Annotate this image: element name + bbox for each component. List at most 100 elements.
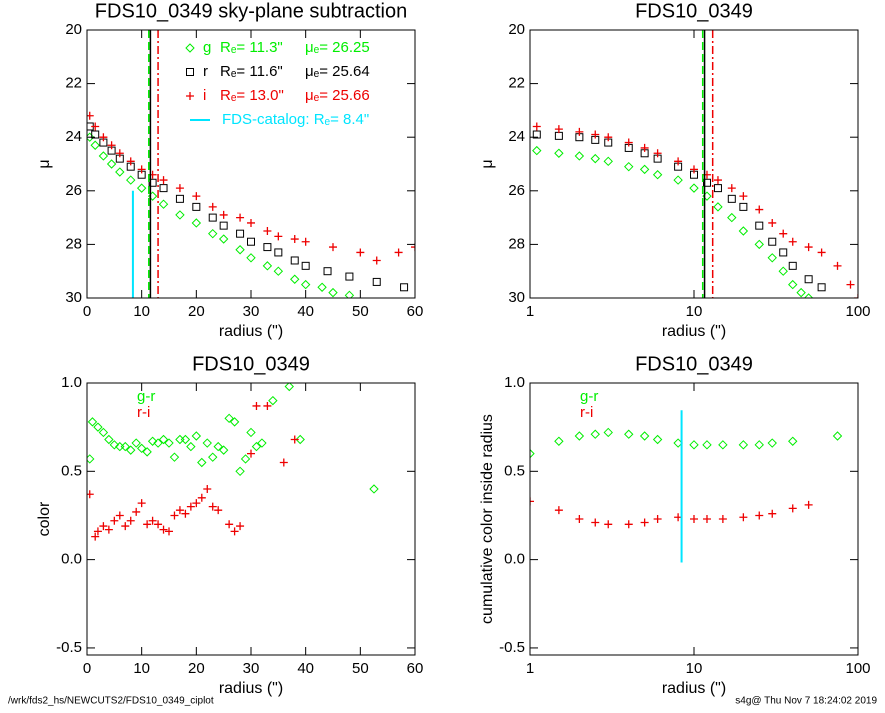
marker-plus [779, 229, 788, 238]
marker-diamond [317, 282, 327, 292]
legend-catalog: FDS-catalog: Rₑ= 8.4" [222, 111, 369, 128]
marker-plus [137, 499, 146, 508]
marker-diamond [106, 159, 117, 169]
plot-area [87, 383, 379, 541]
marker-diamond [246, 253, 256, 263]
marker-plus [755, 205, 764, 214]
legend-re: Rₑ= 11.6" [220, 63, 283, 80]
marker-square [159, 184, 168, 193]
marker-plus [788, 504, 797, 513]
x-tick-label: 60 [407, 303, 424, 320]
y-tick-label: 28 [65, 235, 82, 252]
marker-diamond [257, 438, 267, 448]
marker-plus [394, 248, 403, 257]
marker-diamond [147, 436, 158, 446]
marker-plus [126, 516, 135, 525]
marker-plus [279, 458, 288, 467]
legend-mu: μₑ= 26.25 [305, 39, 370, 56]
marker-diamond [246, 427, 256, 438]
marker-square [290, 256, 299, 265]
marker-diamond [624, 161, 634, 172]
marker-square [779, 248, 788, 257]
marker-diamond [191, 218, 202, 228]
marker-diamond [251, 441, 262, 452]
marker-diamond [169, 452, 180, 462]
marker-plus [219, 210, 228, 219]
marker-diamond [290, 274, 300, 284]
marker-diamond [344, 290, 355, 298]
marker-diamond [639, 164, 650, 175]
marker-diamond [284, 383, 294, 392]
marker-plus [817, 248, 826, 257]
marker-plus [252, 401, 261, 410]
marker-plus [411, 243, 415, 252]
marker-plus [214, 506, 223, 515]
x-tick-label: 60 [407, 660, 424, 677]
marker-square [345, 272, 354, 281]
marker-diamond [191, 431, 202, 441]
marker-diamond [131, 438, 141, 448]
legend-label: i [203, 87, 206, 104]
marker-plus [225, 520, 234, 529]
marker-diamond [300, 279, 311, 290]
marker-plus [186, 502, 195, 511]
y-tick-label: 22 [65, 75, 82, 92]
marker-square [727, 194, 736, 203]
marker-diamond [530, 448, 535, 459]
marker-diamond [93, 422, 103, 432]
marker-plus [804, 243, 813, 252]
marker-plus [104, 525, 113, 534]
marker-plus [165, 527, 173, 536]
marker-plus [186, 92, 194, 100]
x-tick-label: 40 [297, 303, 314, 320]
y-tick-label: 28 [508, 235, 525, 252]
footer-left: /wrk/fds2_hs/NEWCUTS2/FDS10_0349_ciplot [8, 696, 214, 707]
y-tick-label: 22 [508, 75, 525, 92]
marker-diamond [98, 151, 109, 161]
marker-plus [718, 515, 727, 523]
marker-square [91, 130, 100, 139]
marker-diamond [268, 395, 278, 406]
marker-square [768, 237, 777, 246]
marker-plus [301, 237, 310, 246]
y-tick-label: 1.0 [61, 374, 82, 391]
marker-plus [91, 122, 100, 131]
marker-diamond [767, 253, 777, 263]
marker-diamond [796, 287, 806, 298]
marker-diamond [213, 441, 223, 452]
y-tick-label: 0.5 [61, 462, 82, 479]
marker-plus [247, 218, 255, 227]
y-tick-label: 30 [65, 289, 82, 306]
marker-square [247, 237, 255, 246]
marker-diamond [590, 429, 600, 439]
marker-plus [788, 237, 797, 246]
marker-plus [702, 515, 711, 523]
y-tick-label: 26 [65, 182, 82, 199]
legend-label: r [203, 63, 208, 80]
marker-plus [640, 518, 649, 527]
marker-diamond [104, 434, 114, 445]
marker-square [702, 178, 711, 187]
marker-plus [554, 125, 563, 134]
x-axis-label: radius (") [219, 680, 283, 697]
marker-diamond [235, 466, 245, 477]
legend-mu: μₑ= 25.66 [305, 87, 370, 104]
x-tick-label: 50 [352, 303, 369, 320]
marker-diamond [175, 434, 185, 445]
marker-plus [208, 202, 217, 211]
marker-diamond [754, 440, 764, 450]
legend-re: Rₑ= 13.0" [220, 87, 284, 104]
marker-square [219, 221, 228, 230]
y-axis-label: color [36, 501, 53, 536]
y-tick-label: 24 [65, 128, 82, 145]
marker-plus [713, 176, 722, 185]
marker-plus [591, 130, 600, 139]
marker-square [175, 194, 184, 203]
marker-plus [148, 516, 157, 525]
marker-plus [653, 149, 662, 158]
marker-diamond [328, 287, 338, 298]
marker-plus [532, 122, 541, 131]
marker-diamond [262, 261, 273, 271]
chart-title: FDS10_0349 [192, 353, 310, 375]
